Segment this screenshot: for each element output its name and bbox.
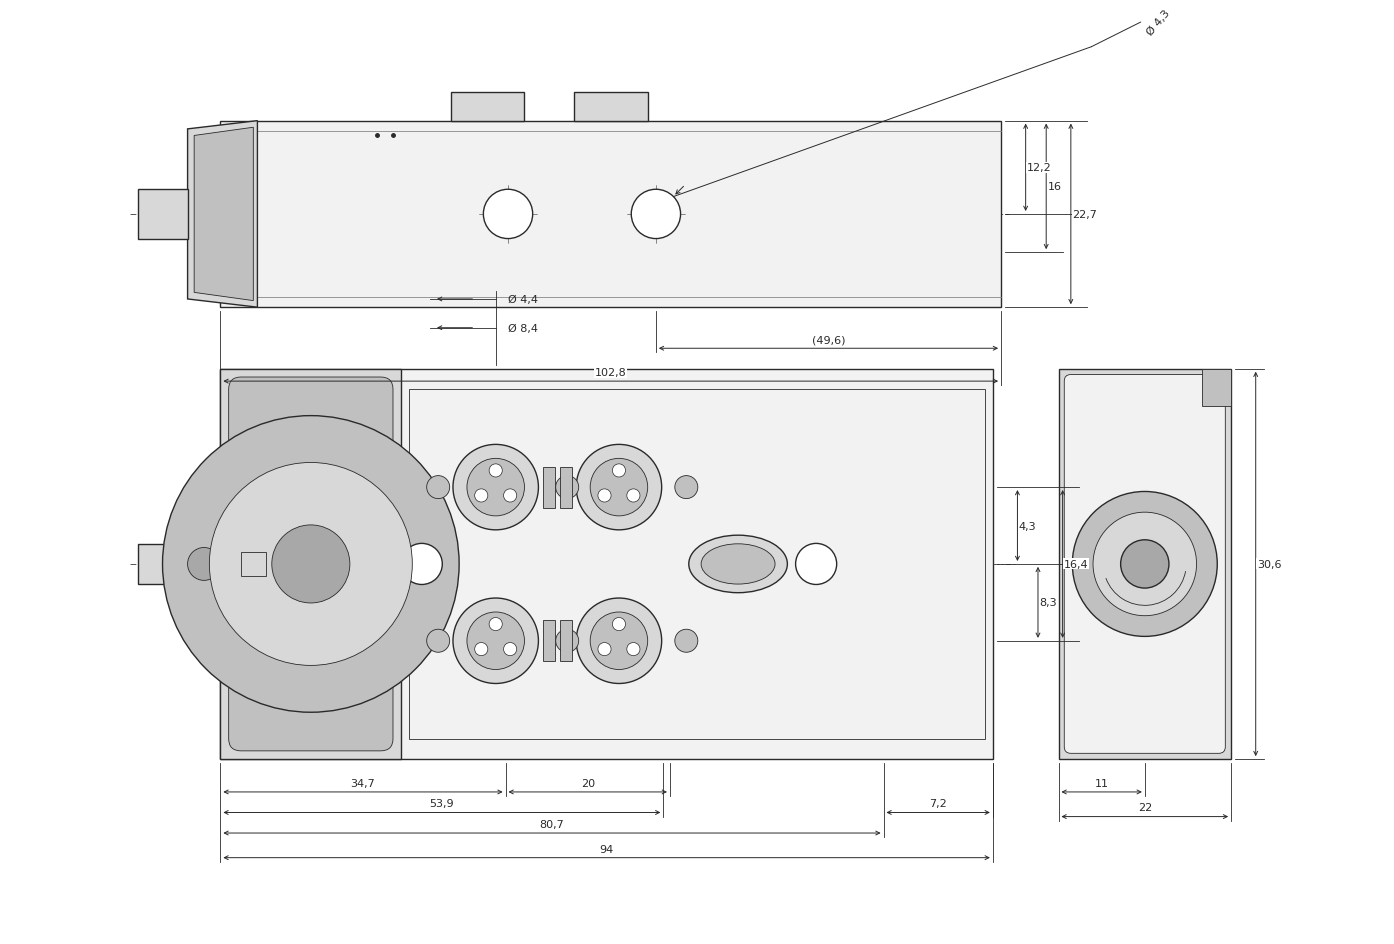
Text: 16,4: 16,4 [1064, 560, 1089, 569]
Circle shape [489, 618, 502, 631]
Circle shape [612, 464, 626, 478]
Circle shape [631, 190, 680, 240]
Bar [138, 190, 188, 240]
Text: Ø 8,4: Ø 8,4 [507, 324, 538, 333]
Text: 53,9: 53,9 [429, 799, 454, 808]
Bar [450, 93, 524, 122]
Text: 22,7: 22,7 [1072, 210, 1097, 220]
Circle shape [675, 476, 698, 499]
FancyBboxPatch shape [229, 378, 393, 751]
Bar [574, 93, 648, 122]
Circle shape [598, 489, 611, 502]
Circle shape [176, 535, 233, 593]
Text: Ø 4,4: Ø 4,4 [507, 295, 538, 305]
Circle shape [576, 445, 662, 531]
Ellipse shape [701, 545, 775, 584]
Circle shape [272, 526, 350, 603]
Circle shape [467, 459, 524, 516]
Circle shape [503, 489, 517, 502]
Text: 30,6: 30,6 [1257, 560, 1281, 569]
Text: 22: 22 [1138, 802, 1151, 813]
Circle shape [675, 630, 698, 652]
Circle shape [453, 598, 538, 683]
Circle shape [475, 489, 488, 502]
Circle shape [556, 630, 579, 652]
Bar [220, 122, 1001, 308]
Circle shape [1121, 540, 1170, 588]
Circle shape [1072, 492, 1217, 637]
Circle shape [484, 190, 533, 240]
Circle shape [401, 544, 442, 585]
Circle shape [427, 630, 450, 652]
Text: 12,2: 12,2 [1027, 163, 1051, 173]
Text: 7,2: 7,2 [930, 799, 947, 808]
Text: 16: 16 [1047, 182, 1061, 193]
Circle shape [590, 459, 648, 516]
Text: 34,7: 34,7 [351, 778, 375, 788]
Bar [542, 467, 555, 508]
Text: 80,7: 80,7 [539, 819, 565, 829]
Ellipse shape [689, 535, 788, 593]
Circle shape [796, 544, 836, 585]
Circle shape [598, 643, 611, 656]
Text: (49,6): (49,6) [811, 335, 845, 345]
Circle shape [556, 476, 579, 499]
Polygon shape [188, 122, 258, 308]
Circle shape [627, 643, 640, 656]
Bar [560, 620, 572, 662]
Bar [560, 467, 572, 508]
Circle shape [590, 613, 648, 670]
Bar [542, 620, 555, 662]
Bar [220, 369, 993, 759]
Bar [241, 552, 266, 577]
Bar [220, 369, 401, 759]
Circle shape [489, 464, 502, 478]
Circle shape [503, 643, 517, 656]
Circle shape [427, 476, 450, 499]
Bar [1058, 369, 1231, 759]
Circle shape [627, 489, 640, 502]
FancyBboxPatch shape [1064, 375, 1225, 753]
Text: 8,3: 8,3 [1039, 598, 1057, 608]
Text: 20: 20 [581, 778, 595, 788]
Text: 102,8: 102,8 [595, 367, 627, 378]
Text: 11: 11 [1094, 778, 1108, 788]
Circle shape [1093, 513, 1196, 616]
Circle shape [612, 618, 626, 631]
Polygon shape [194, 128, 254, 301]
Circle shape [576, 598, 662, 683]
Circle shape [453, 445, 538, 531]
Text: 4,3: 4,3 [1019, 521, 1036, 531]
Circle shape [467, 613, 524, 670]
Circle shape [163, 416, 459, 713]
Bar [410, 390, 984, 739]
Text: 94: 94 [599, 844, 613, 853]
Circle shape [475, 643, 488, 656]
Bar [138, 545, 220, 584]
Circle shape [209, 463, 413, 666]
Text: Ø 4,3: Ø 4,3 [1144, 8, 1171, 38]
Circle shape [188, 548, 220, 581]
Bar [1202, 369, 1231, 406]
